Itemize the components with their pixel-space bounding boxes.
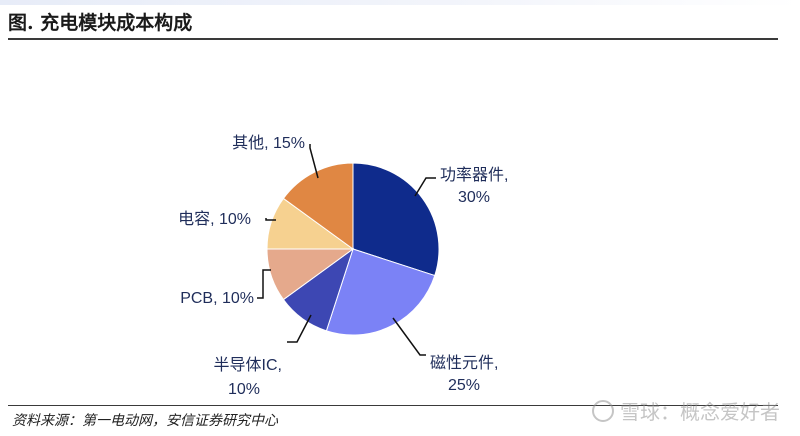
- slice-label-2: 半导体IC, 10%: [214, 356, 282, 398]
- leader-line-1: [392, 317, 426, 356]
- leader-line-4: [265, 218, 276, 221]
- leader-line-5: [309, 144, 319, 179]
- slice-label-line: 电容, 10%: [178, 210, 251, 228]
- slice-label-line: 半导体IC,: [214, 356, 282, 374]
- slice-label-line: 功率器件,: [440, 166, 508, 184]
- slice-label-line: 30%: [458, 189, 490, 206]
- slice-label-3: PCB, 10%: [180, 290, 254, 307]
- slice-label-line: PCB, 10%: [180, 290, 254, 307]
- slice-label-line: 磁性元件,: [430, 354, 498, 372]
- slice-label-4: 电容, 10%: [178, 210, 251, 228]
- slice-label-line: 其他, 15%: [232, 134, 305, 152]
- watermark-text: 雪球：概念爱好者: [620, 400, 780, 424]
- top-band: [0, 0, 800, 5]
- pie-slice-5: [282, 162, 354, 250]
- pie-slice-0: [352, 162, 440, 277]
- footer-rule: [8, 405, 778, 406]
- leader-line-3: [257, 269, 271, 299]
- slice-label-line: 25%: [448, 377, 480, 394]
- snowball-logo-icon: [592, 399, 614, 422]
- slice-label-5: 其他, 15%: [232, 134, 305, 152]
- slice-label-line: 10%: [228, 381, 260, 398]
- leader-line-0: [414, 177, 436, 197]
- pie-slice-1: [325, 248, 436, 336]
- watermark: 雪球：概念爱好者: [592, 396, 780, 425]
- title-rule: [8, 38, 778, 40]
- chart-title: 图. 充电模块成本构成: [8, 12, 193, 34]
- slice-label-0: 功率器件, 30%: [440, 166, 508, 206]
- source-note: 资料来源：第一电动网，安信证券研究中心: [12, 413, 278, 429]
- slice-label-1: 磁性元件, 25%: [430, 354, 498, 394]
- leader-line-2: [287, 314, 312, 343]
